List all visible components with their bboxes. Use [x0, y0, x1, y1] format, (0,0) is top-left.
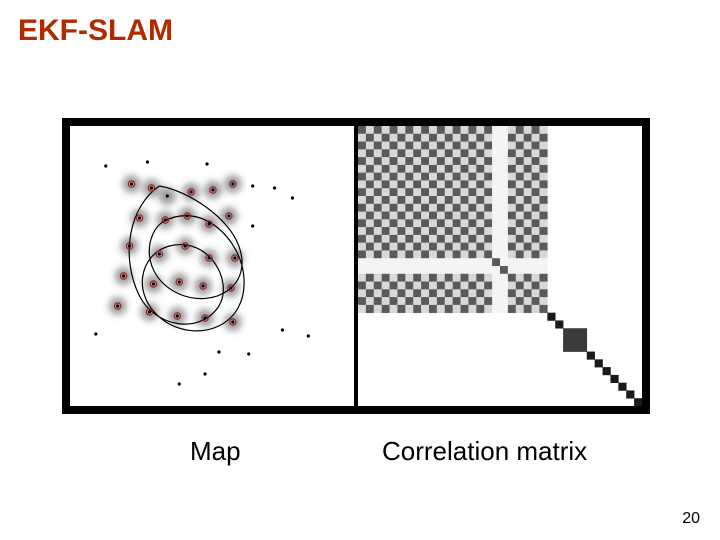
slide-title: EKF-SLAM: [18, 14, 173, 48]
map-caption: Map: [190, 436, 241, 467]
slide-root: EKF-SLAM Map Correlation matrix 20: [0, 0, 720, 540]
map-svg: [70, 126, 354, 406]
page-number: 20: [682, 510, 700, 528]
map-panel: [70, 126, 358, 406]
correlation-caption: Correlation matrix: [382, 436, 587, 467]
figure-frame: [62, 118, 650, 414]
correlation-panel: [358, 126, 642, 406]
correlation-matrix-svg: [358, 126, 642, 406]
figure-inner: [70, 126, 642, 406]
